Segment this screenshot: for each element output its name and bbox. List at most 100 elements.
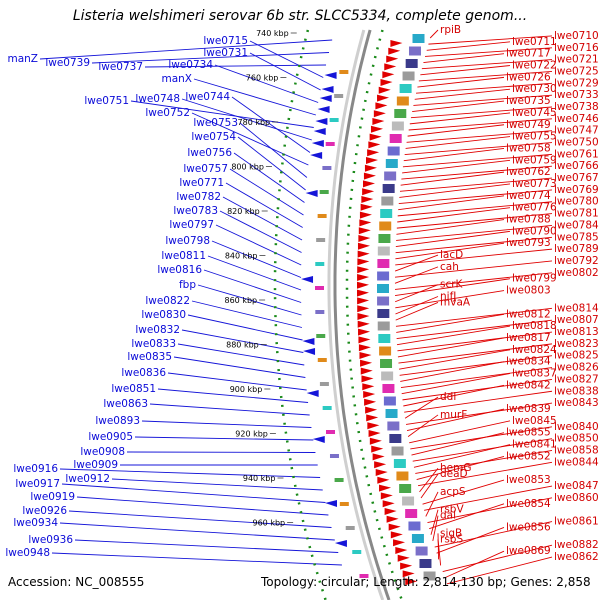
feature-block <box>326 430 336 434</box>
gene-label: lwe0767 <box>554 172 599 184</box>
gene-label: lwe0726 <box>506 71 551 83</box>
gene-label: lwe0855 <box>506 427 551 439</box>
forward-gene-arrow <box>368 430 381 437</box>
feature-block <box>382 384 395 393</box>
reverse-gene-arrow <box>303 348 316 355</box>
tick-label: 860 kbp <box>225 296 258 305</box>
gene-label: lwe0754 <box>191 131 236 143</box>
feature-block <box>339 502 349 506</box>
label-connector <box>396 213 553 229</box>
label-connector <box>398 189 553 205</box>
gene-label: lwe0733 <box>554 89 599 101</box>
label-connector <box>407 414 439 438</box>
label-connector <box>401 373 511 395</box>
feature-block <box>389 134 402 143</box>
gene-label: lwe0721 <box>554 54 599 66</box>
gene-label: ddl <box>440 391 456 403</box>
feature-block <box>377 259 390 268</box>
gene-label: lwe0825 <box>554 350 599 362</box>
gene-label: lwe0850 <box>554 433 599 445</box>
gene-label: lwe0853 <box>506 474 551 486</box>
label-connector <box>430 509 439 535</box>
gene-label: lwe0851 <box>111 383 156 395</box>
label-connector <box>412 100 505 113</box>
label-connector <box>444 550 505 579</box>
label-connector <box>397 201 553 217</box>
feature-block <box>334 478 344 482</box>
label-connector <box>173 356 306 378</box>
feature-block <box>317 214 327 218</box>
feature-block <box>405 509 418 518</box>
label-connector <box>398 349 511 370</box>
forward-gene-arrow <box>367 422 380 430</box>
label-connector <box>197 284 302 316</box>
gene-label: lwe0919 <box>30 491 75 503</box>
gene-label: lwe0751 <box>84 95 129 107</box>
gene-label: lwe0863 <box>103 398 148 410</box>
inner-dotted-track <box>345 29 403 600</box>
gene-label: lwe0748 <box>135 93 180 105</box>
label-connector <box>219 210 302 253</box>
label-connector <box>424 485 553 511</box>
gene-label: lwe0844 <box>554 456 599 468</box>
gene-label: lwe0882 <box>554 539 599 551</box>
label-connector <box>402 153 553 168</box>
forward-gene-arrow <box>375 102 388 110</box>
gene-label: lwe0739 <box>45 57 90 69</box>
label-connector <box>432 515 439 542</box>
tick-label: 960 kbp <box>253 519 286 528</box>
label-connector <box>395 302 439 321</box>
gene-label: lwe0834 <box>506 356 551 368</box>
label-connector <box>398 195 505 211</box>
label-connector <box>394 284 439 303</box>
label-connector <box>394 260 553 278</box>
gene-label: lwe0905 <box>88 431 133 443</box>
forward-gene-arrow <box>386 515 399 523</box>
feature-block <box>319 382 329 386</box>
label-connector <box>417 461 553 487</box>
feature-block <box>322 166 332 170</box>
gene-label: scrK <box>440 279 464 291</box>
tick-label: 900 kbp <box>230 385 263 394</box>
forward-gene-arrow <box>361 196 374 203</box>
reverse-gene-arrow <box>319 95 332 102</box>
label-connector <box>399 177 553 192</box>
label-connector <box>207 255 302 291</box>
label-connector <box>134 436 314 441</box>
label-connector <box>74 539 339 553</box>
tick-label: 820 kbp <box>227 207 260 216</box>
label-connector <box>191 112 309 166</box>
feature-block <box>402 71 415 81</box>
label-connector <box>404 142 553 155</box>
forward-gene-arrow <box>357 281 370 289</box>
label-connector <box>68 510 332 528</box>
forward-gene-arrow <box>365 406 378 414</box>
forward-gene-arrow <box>364 164 377 172</box>
gene-label: lwe0744 <box>185 91 230 103</box>
feature-block <box>385 159 398 168</box>
gene-label: lwe0842 <box>506 379 551 391</box>
label-connector <box>130 100 314 128</box>
gene-label: lwe0756 <box>187 147 232 159</box>
forward-gene-arrow <box>358 235 371 242</box>
label-connector <box>177 343 305 366</box>
forward-gene-arrow <box>371 445 384 453</box>
label-connector <box>233 152 305 203</box>
forward-gene-arrow <box>380 79 393 86</box>
label-connector <box>395 248 553 266</box>
forward-gene-arrow <box>373 110 386 118</box>
gene-label: lwe0841 <box>512 439 557 451</box>
forward-gene-arrow <box>400 562 413 570</box>
gene-label: lwe0731 <box>203 47 248 59</box>
forward-gene-arrow <box>388 523 401 531</box>
label-connector <box>191 300 303 328</box>
tick-label: 940 kbp <box>243 474 276 483</box>
feature-block <box>329 454 339 458</box>
gene-label: lwe0774 <box>506 190 551 202</box>
feature-block <box>329 118 339 122</box>
gene-label: lwe0811 <box>161 250 206 262</box>
label-connector <box>414 88 511 100</box>
gene-label: lwe0838 <box>554 385 599 397</box>
label-connector <box>422 479 505 505</box>
